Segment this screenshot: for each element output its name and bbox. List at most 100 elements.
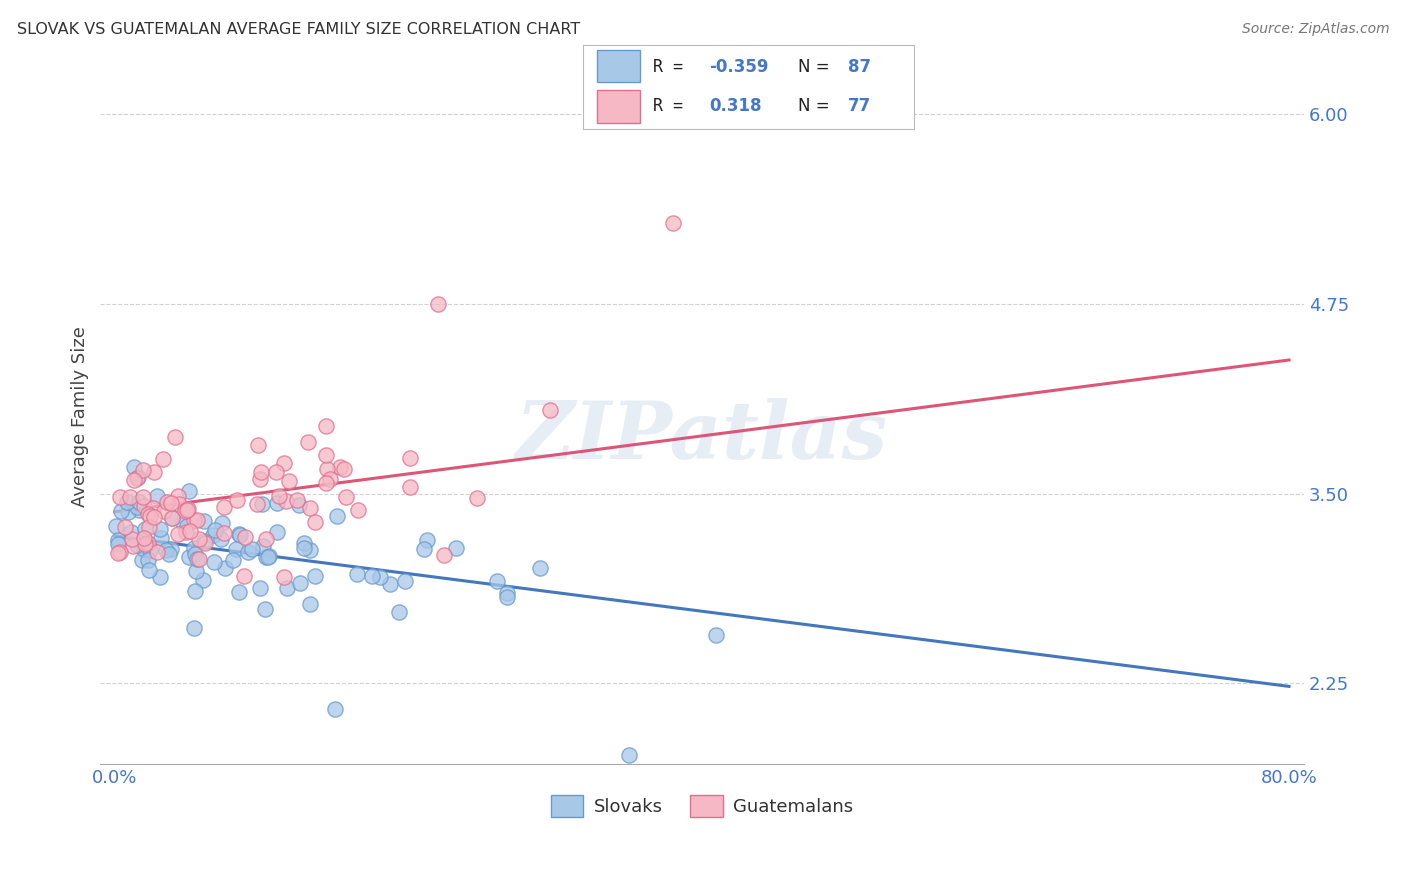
Point — [325, 509, 347, 524]
Point — [315, 448, 337, 462]
Point — [202, 528, 225, 542]
Point — [132, 531, 155, 545]
Point — [378, 576, 401, 591]
Point — [661, 216, 683, 230]
Point — [138, 508, 160, 523]
Point — [299, 598, 322, 612]
Point — [159, 541, 181, 556]
Point — [212, 500, 235, 514]
Point — [394, 574, 416, 588]
Point — [150, 531, 173, 545]
Point — [145, 489, 167, 503]
Point — [298, 542, 321, 557]
Point — [212, 525, 235, 540]
Point — [132, 490, 155, 504]
Text: 87: 87 — [848, 58, 870, 76]
Point — [415, 533, 437, 547]
Point — [485, 574, 508, 588]
Point — [288, 576, 311, 591]
Point — [142, 509, 165, 524]
Point — [156, 495, 179, 509]
Point — [278, 475, 301, 489]
Point — [287, 499, 309, 513]
Point — [398, 451, 420, 466]
Point — [167, 497, 190, 511]
Point — [148, 522, 170, 536]
Point — [269, 489, 291, 503]
Point — [110, 504, 132, 518]
Text: SLOVAK VS GUATEMALAN AVERAGE FAMILY SIZE CORRELATION CHART: SLOVAK VS GUATEMALAN AVERAGE FAMILY SIZE… — [17, 22, 581, 37]
Point — [107, 545, 129, 559]
Legend: Slovaks, Guatemalans: Slovaks, Guatemalans — [543, 788, 860, 824]
Point — [346, 503, 368, 517]
Point — [115, 495, 138, 509]
Point — [433, 548, 456, 562]
Point — [134, 523, 156, 537]
Point — [249, 465, 271, 479]
Point — [254, 549, 277, 564]
Point — [617, 747, 640, 762]
Point — [274, 494, 297, 508]
Point — [138, 520, 160, 534]
Point — [152, 452, 174, 467]
Point — [128, 495, 150, 509]
Point — [246, 438, 269, 452]
Point — [388, 606, 411, 620]
Point — [163, 430, 186, 444]
Point — [142, 500, 165, 515]
Point — [285, 493, 308, 508]
Point — [214, 561, 236, 575]
Point — [240, 542, 263, 557]
Point — [117, 505, 139, 519]
Point — [319, 472, 342, 486]
Point — [179, 524, 201, 538]
Point — [121, 532, 143, 546]
Point — [177, 501, 200, 516]
Point — [226, 492, 249, 507]
Point — [108, 490, 131, 504]
Point — [236, 545, 259, 559]
Text: N =: N = — [799, 97, 835, 115]
Point — [149, 570, 172, 584]
Point — [253, 602, 276, 616]
Y-axis label: Average Family Size: Average Family Size — [72, 326, 89, 507]
Point — [246, 498, 269, 512]
Point — [183, 621, 205, 635]
Point — [108, 544, 131, 558]
Point — [204, 523, 226, 537]
Point — [191, 573, 214, 587]
Point — [323, 702, 346, 716]
Point — [426, 297, 449, 311]
Point — [188, 533, 211, 547]
Point — [315, 476, 337, 491]
Point — [122, 460, 145, 475]
Point — [186, 564, 208, 578]
Point — [153, 504, 176, 518]
Point — [193, 514, 215, 528]
Text: Source: ZipAtlas.com: Source: ZipAtlas.com — [1241, 22, 1389, 37]
Point — [398, 480, 420, 494]
Bar — [596, 90, 640, 122]
Point — [228, 584, 250, 599]
Point — [222, 553, 245, 567]
Point — [139, 543, 162, 558]
Text: R =: R = — [652, 58, 693, 76]
Text: N =: N = — [799, 58, 835, 76]
Point — [250, 497, 273, 511]
Point — [298, 501, 321, 516]
Point — [155, 543, 177, 558]
Point — [177, 483, 200, 498]
Point — [131, 553, 153, 567]
Point — [252, 539, 274, 553]
Point — [193, 534, 215, 549]
Point — [122, 474, 145, 488]
Point — [194, 536, 217, 550]
Point — [333, 462, 356, 476]
Point — [266, 525, 288, 540]
Point — [304, 515, 326, 529]
Point — [107, 533, 129, 547]
Point — [166, 490, 188, 504]
Point — [160, 511, 183, 525]
Point — [125, 500, 148, 515]
Point — [335, 490, 357, 504]
